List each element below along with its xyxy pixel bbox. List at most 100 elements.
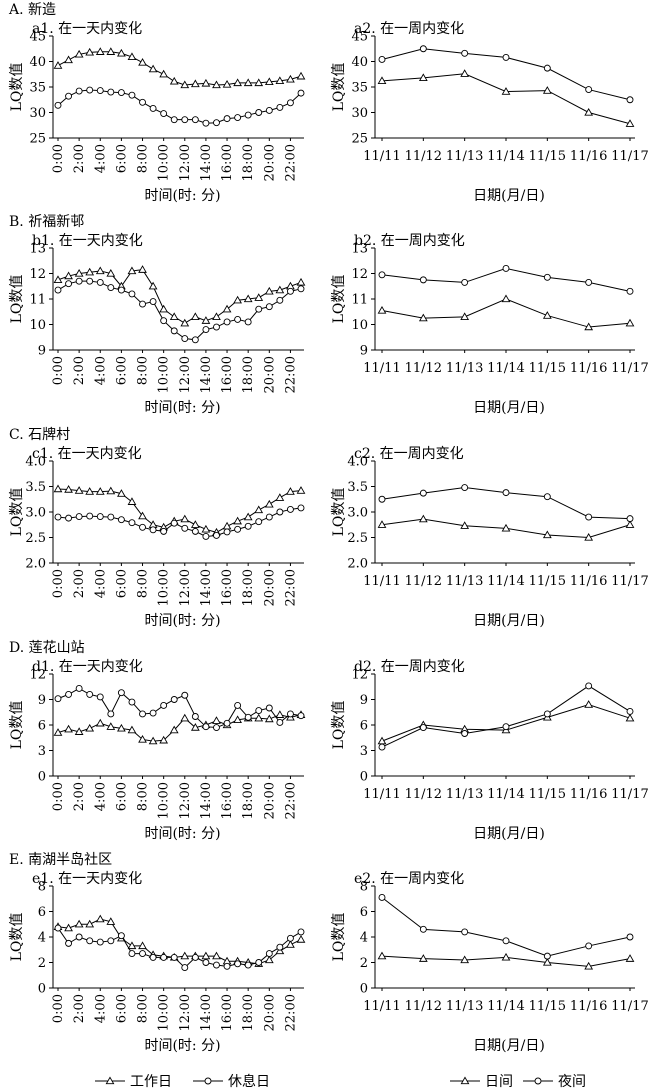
data-point-circle (191, 336, 199, 344)
x-tick-label: 11/15 (529, 574, 566, 589)
data-point-triangle (275, 76, 285, 85)
x-tick-label: 11/15 (529, 149, 566, 164)
data-point-circle (86, 512, 94, 520)
x-tick-label: 11/17 (611, 999, 648, 1014)
data-point-triangle (377, 951, 387, 960)
legend-label: 夜间 (558, 1074, 586, 1090)
x-tick-label: 10:00 (157, 782, 172, 819)
data-point-circle (107, 513, 115, 521)
x-tick-label: 12:00 (178, 144, 193, 181)
data-point-triangle (201, 78, 211, 87)
data-point-triangle (85, 487, 95, 495)
data-point-triangle (138, 511, 147, 520)
data-point-circle (244, 961, 252, 969)
y-tick-label: 3.0 (347, 506, 368, 521)
x-tick-label: 0:00 (51, 782, 66, 811)
y-tick-label: 12 (29, 668, 46, 683)
x-tick-label: 20:00 (262, 144, 277, 181)
data-point-circle (181, 964, 189, 972)
data-point-circle (181, 691, 189, 699)
data-point-triangle (243, 78, 253, 87)
x-tick-label: 11/13 (446, 787, 483, 802)
data-point-circle (54, 924, 62, 932)
data-point-circle (626, 96, 634, 104)
data-point-circle (276, 103, 284, 111)
y-tick-label: 25 (351, 132, 368, 147)
data-point-circle (128, 290, 136, 298)
x-tick-label: 11/13 (446, 574, 483, 589)
series-line-circle (381, 685, 631, 748)
x-tick-label: 0:00 (51, 569, 66, 598)
data-point-circle (265, 303, 273, 311)
data-point-triangle (64, 271, 73, 280)
series-line-circle (57, 280, 302, 341)
x-tick-label: 11/12 (405, 574, 442, 589)
data-point-triangle (127, 725, 137, 734)
data-point-circle (96, 938, 104, 946)
y-tick-label: 0 (360, 982, 368, 997)
data-point-circle (117, 932, 125, 940)
x-tick-label: 14:00 (199, 144, 214, 181)
y-tick-label: 6 (38, 719, 46, 734)
data-point-circle (255, 109, 263, 116)
data-point-triangle (159, 735, 169, 744)
data-point-circle (65, 92, 73, 100)
series-line-circle (57, 507, 302, 537)
section-3: D. 莲花山站 d1. 在一天内变化 0 3 6 9 12 LQ数值 0:00 2:00 4:00 6… (9, 640, 649, 842)
x-tick-label: 11/14 (487, 574, 524, 589)
data-point-triangle (201, 524, 211, 533)
y-tick-label: 10 (351, 318, 368, 333)
y-tick-label: 2.0 (25, 557, 46, 572)
x-tick-label: 11/14 (487, 149, 524, 164)
x-tick-label: 22:00 (283, 994, 298, 1031)
data-point-circle (255, 305, 263, 313)
data-point-circle (54, 695, 62, 703)
data-point-circle (160, 527, 168, 535)
y-tick-label: 4 (38, 931, 46, 946)
y-axis-title: LQ数值 (9, 275, 25, 324)
data-point-triangle (501, 952, 511, 961)
legend-label: 工作日 (130, 1074, 172, 1090)
data-point-triangle (190, 723, 200, 731)
section-0: A. 新造 a1. 在一天内变化 25 30 35 40 45 LQ数值 0:00 2:00 4:0… (8, 2, 649, 204)
data-point-triangle (180, 80, 190, 89)
x-tick-label: 4:00 (93, 782, 108, 811)
x-tick-label: 4:00 (93, 144, 108, 173)
data-point-triangle (460, 69, 470, 77)
data-point-triangle (275, 710, 285, 718)
legend-item-circle: 夜间 (523, 1074, 586, 1090)
y-axis-title: LQ数值 (331, 63, 347, 112)
data-point-triangle (148, 64, 158, 73)
data-point-triangle (222, 521, 232, 530)
x-tick-label: 4:00 (93, 356, 108, 385)
y-tick-label: 12 (351, 267, 368, 282)
x-axis-title: 时间(时: 分) (144, 188, 220, 204)
data-point-triangle (85, 723, 95, 732)
data-point-circle (255, 518, 263, 526)
data-point-triangle (542, 311, 552, 319)
panel-week-1: b2. 在一周内变化 9 10 11 12 13 LQ数值 11/11 11/12 11/13 11… (331, 233, 649, 416)
data-point-circle (107, 284, 115, 291)
x-tick-label: 8:00 (136, 569, 151, 598)
x-tick-label: 8:00 (136, 144, 151, 173)
data-point-triangle (64, 724, 73, 733)
data-point-circle (160, 317, 168, 325)
x-tick-label: 8:00 (136, 356, 151, 385)
y-tick-label: 35 (351, 81, 368, 96)
data-point-circle (378, 271, 386, 279)
y-tick-label: 12 (29, 267, 46, 282)
y-axis-title: LQ数值 (331, 701, 347, 750)
data-point-circle (223, 115, 231, 123)
data-point-circle (223, 962, 231, 970)
data-point-triangle (95, 266, 105, 275)
data-point-circle (213, 323, 220, 331)
data-point-circle (234, 960, 242, 968)
data-point-circle (202, 959, 210, 966)
x-tick-label: 2:00 (72, 356, 87, 385)
x-tick-label: 11/11 (363, 999, 400, 1014)
x-axis-title: 日期(月/日) (473, 613, 545, 629)
data-point-triangle (418, 73, 428, 81)
data-point-circle (626, 707, 634, 715)
data-point-circle (128, 91, 136, 99)
panel-title: b2. 在一周内变化 (354, 233, 465, 249)
